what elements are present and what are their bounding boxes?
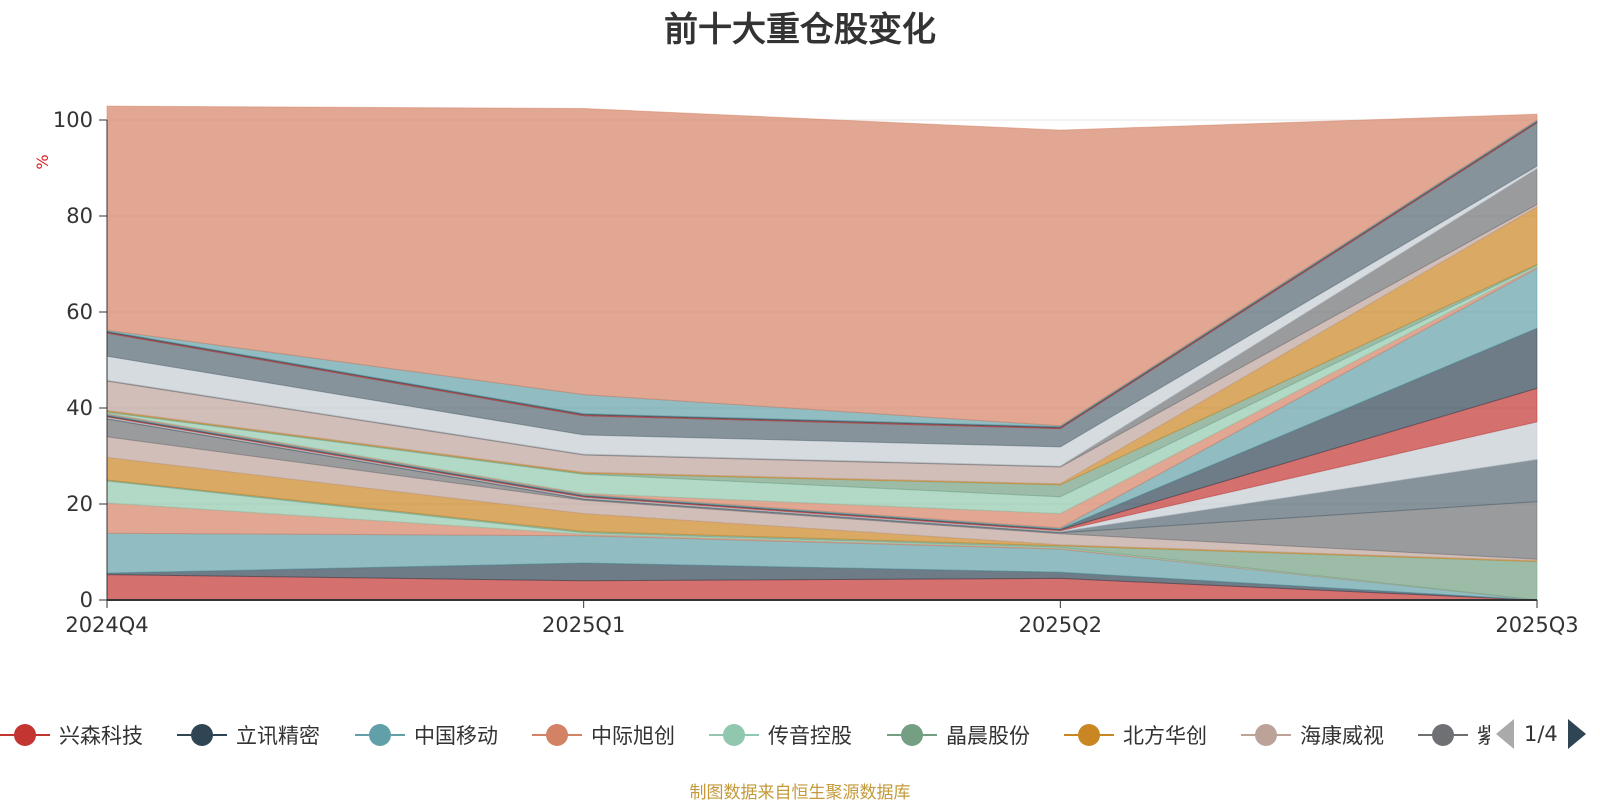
area-layer [106, 105, 1538, 601]
legend-marker-icon [1064, 720, 1114, 750]
x-tick-label-3: 2025Q3 [1495, 613, 1578, 637]
y-tick-label-2: 40 [66, 396, 93, 420]
chart-title: 前十大重仓股变化 [664, 10, 936, 50]
y-tick-label-1: 20 [66, 492, 93, 516]
y-tick-label-5: 100 [53, 108, 93, 132]
legend: 兴森科技 立讯精密 中国移动 中际旭创 传音控股 晶晨股份 北方华创 海康威视 紫 [0, 710, 1490, 760]
area-series-26[interactable] [106, 105, 1538, 427]
y-axis-unit-label: % [33, 154, 52, 169]
legend-item-4[interactable]: 中际旭创 [532, 710, 675, 760]
legend-item-8[interactable]: 海康威视 [1241, 710, 1384, 760]
legend-label: 海康威视 [1300, 724, 1384, 748]
legend-label: 中际旭创 [591, 724, 675, 748]
legend-marker-icon [532, 720, 582, 750]
legend-item-6[interactable]: 晶晨股份 [887, 710, 1030, 760]
x-tick-label-2: 2025Q2 [1019, 613, 1102, 637]
x-tick-label-0: 2024Q4 [65, 613, 148, 637]
source-note: 制图数据来自恒生聚源数据库 [689, 783, 911, 803]
legend-item-9[interactable]: 紫 [1418, 710, 1490, 760]
legend-label: 立讯精密 [236, 724, 320, 748]
legend-label: 晶晨股份 [946, 724, 1030, 748]
legend-item-2[interactable]: 立讯精密 [177, 710, 320, 760]
legend-marker-icon [355, 720, 405, 750]
legend-marker-icon [0, 720, 50, 750]
legend-label: 传音控股 [768, 724, 852, 748]
legend-item-7[interactable]: 北方华创 [1064, 710, 1207, 760]
legend-item-1[interactable]: 兴森科技 [0, 710, 143, 760]
legend-label: 中国移动 [414, 724, 498, 748]
legend-marker-icon [1418, 720, 1468, 750]
y-tick-label-4: 80 [66, 204, 93, 228]
x-tick-label-1: 2025Q1 [542, 613, 625, 637]
legend-label: 紫 [1477, 724, 1490, 748]
axis-layer: 0 20 40 60 80 100 2024Q4 2025Q1 2025Q2 2025Q3 [53, 108, 1579, 637]
legend-marker-icon [709, 720, 759, 750]
legend-label: 兴森科技 [59, 724, 143, 748]
legend-label: 北方华创 [1123, 724, 1207, 748]
legend-marker-icon [1241, 720, 1291, 750]
legend-prev-page-icon[interactable] [1496, 719, 1514, 749]
legend-page-indicator: 1/4 [1524, 722, 1558, 746]
legend-marker-icon [887, 720, 937, 750]
legend-item-5[interactable]: 传音控股 [709, 710, 852, 760]
y-tick-label-3: 60 [66, 300, 93, 324]
legend-next-page-icon[interactable] [1567, 719, 1586, 749]
legend-item-3[interactable]: 中国移动 [355, 710, 498, 760]
legend-pager: 1/4 [1496, 712, 1586, 756]
y-tick-label-0: 0 [80, 588, 93, 612]
legend-marker-icon [177, 720, 227, 750]
